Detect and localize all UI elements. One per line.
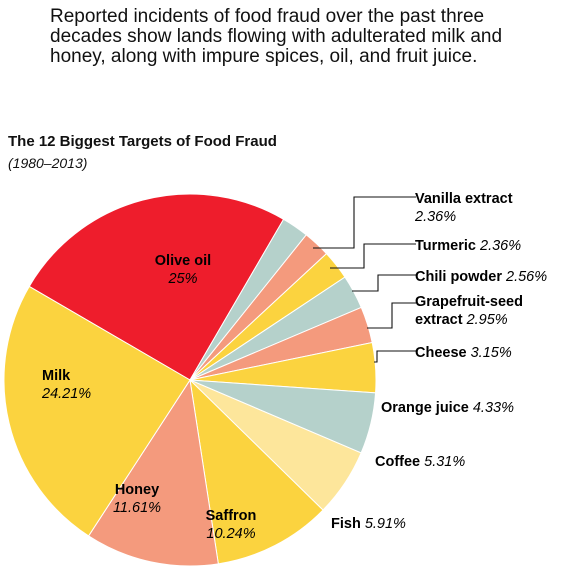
slice-label-fish: Fish 5.91% [331, 516, 406, 532]
slice-label-grapefruit-seed-extract: Grapefruit-seed extract 2.95% [415, 294, 523, 328]
leader-line-vanilla-extract [313, 196, 416, 249]
leader-lines [313, 196, 416, 363]
pie-slices [3, 193, 377, 567]
chart-subtitle: (1980–2013) [8, 155, 88, 171]
slice-label-honey: Honey 11.61% [113, 482, 161, 516]
pie-slice-olive-oil [28, 193, 285, 381]
leader-line-grapefruit-seed-extract [367, 302, 416, 329]
leader-line-turmeric [330, 243, 416, 269]
pie-slice-honey [87, 378, 219, 567]
pie-slice-milk [3, 285, 191, 537]
slice-label-coffee: Coffee 5.31% [375, 454, 465, 470]
leader-line-cheese [374, 350, 416, 363]
leader-line-chili-powder [352, 274, 416, 292]
slice-label-saffron: Saffron 10.24% [206, 508, 257, 542]
chart-title: The 12 Biggest Targets of Food Fraud [8, 133, 277, 150]
slice-label-cheese: Cheese 3.15% [415, 345, 512, 361]
slice-label-olive-oil: Olive oil 25% [155, 253, 211, 287]
slice-label-orange-juice: Orange juice 4.33% [381, 400, 514, 416]
pie-slice-saffron [189, 378, 324, 565]
intro-text: Reported incidents of food fraud over th… [50, 6, 503, 67]
slice-label-turmeric: Turmeric 2.36% [415, 238, 521, 254]
slice-label-milk: Milk 24.21% [41, 368, 91, 402]
slice-labels: Olive oil 25% Vanilla extract 2.36% Turmeric… [41, 191, 547, 542]
slice-label-chili-powder: Chili powder 2.56% [415, 269, 547, 285]
slice-label-vanilla-extract: Vanilla extract 2.36% [414, 191, 513, 225]
